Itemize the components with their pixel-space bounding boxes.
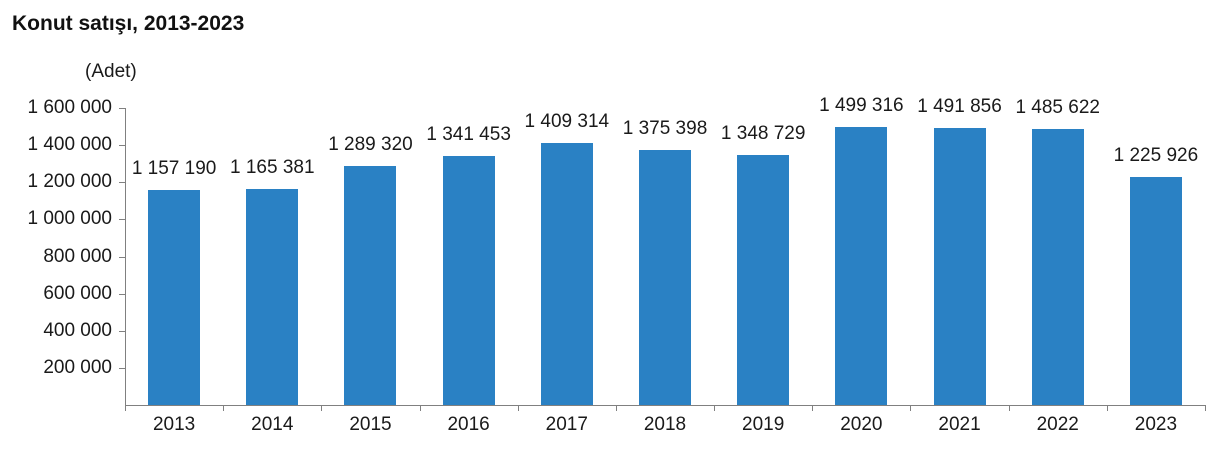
- x-tick-mark: [223, 405, 225, 411]
- x-tick-mark: [714, 405, 716, 411]
- y-tick-mark: [119, 367, 125, 369]
- bar-2022: [1031, 129, 1084, 405]
- bar-2016: [442, 156, 495, 405]
- chart-title: Konut satışı, 2013-2023: [12, 12, 245, 35]
- y-tick-mark: [119, 182, 125, 184]
- y-axis-line: [125, 108, 126, 405]
- bar-value-label: 1 289 320: [328, 134, 413, 155]
- bar-value-label: 1 499 316: [819, 95, 904, 116]
- bar-2018: [639, 150, 691, 405]
- y-tick-label: 600 000: [43, 282, 112, 304]
- x-tick-mark: [615, 405, 617, 411]
- x-axis-line: [125, 405, 1206, 406]
- y-tick-label: 400 000: [43, 319, 112, 341]
- x-tick-mark: [1008, 405, 1010, 411]
- x-tick-label: 2020: [840, 414, 883, 435]
- y-axis-unit-label: (Adet): [85, 61, 137, 82]
- x-tick-label: 2023: [1134, 414, 1178, 435]
- x-tick-label: 2015: [349, 414, 392, 435]
- bar-value-label: 1 225 926: [1113, 145, 1199, 166]
- x-tick-mark: [1205, 405, 1206, 411]
- y-tick-mark: [119, 330, 125, 332]
- x-tick-label: 2014: [251, 414, 294, 435]
- y-tick-label: 200 000: [43, 356, 112, 378]
- bar-2015: [344, 166, 397, 405]
- bar-2020: [835, 127, 888, 405]
- x-tick-label: 2021: [938, 414, 981, 435]
- x-tick-mark: [419, 405, 421, 411]
- bar-value-label: 1 165 381: [230, 157, 315, 178]
- bar-2023: [1129, 177, 1182, 405]
- bar-value-label: 1 409 314: [524, 111, 610, 132]
- y-tick-label: 800 000: [43, 245, 112, 267]
- x-tick-mark: [125, 405, 126, 411]
- bar-value-label: 1 491 856: [917, 96, 1002, 117]
- x-tick-mark: [1106, 405, 1108, 411]
- x-tick-label: 2019: [742, 414, 785, 435]
- bar-value-label: 1 348 729: [720, 123, 806, 144]
- bar-2017: [540, 143, 593, 405]
- y-tick-label: 1 200 000: [27, 171, 112, 193]
- x-tick-label: 2013: [152, 414, 196, 435]
- y-tick-mark: [119, 219, 125, 221]
- y-tick-label: 1 600 000: [27, 97, 112, 118]
- y-tick-label: 1 000 000: [27, 208, 112, 230]
- y-tick-label: 1 400 000: [27, 134, 112, 156]
- y-tick-mark: [119, 256, 125, 258]
- bar-value-label: 1 341 453: [426, 124, 511, 145]
- x-tick-mark: [910, 405, 912, 411]
- x-tick-label: 2022: [1036, 414, 1079, 435]
- bar-value-label: 1 485 622: [1015, 97, 1100, 118]
- x-tick-mark: [321, 405, 323, 411]
- x-tick-label: 2017: [545, 414, 588, 435]
- x-tick-label: 2016: [447, 414, 490, 435]
- x-tick-mark: [812, 405, 814, 411]
- bar-2019: [737, 155, 790, 405]
- x-tick-mark: [517, 405, 519, 411]
- y-tick-mark: [119, 293, 125, 295]
- bar-value-label: 1 157 190: [131, 158, 217, 179]
- bar-value-label: 1 375 398: [622, 118, 708, 139]
- y-tick-mark: [119, 108, 125, 109]
- bar-2021: [933, 128, 986, 405]
- bar-2014: [246, 189, 299, 405]
- bar-2013: [148, 190, 201, 405]
- y-tick-mark: [119, 145, 125, 147]
- x-tick-label: 2018: [643, 414, 687, 435]
